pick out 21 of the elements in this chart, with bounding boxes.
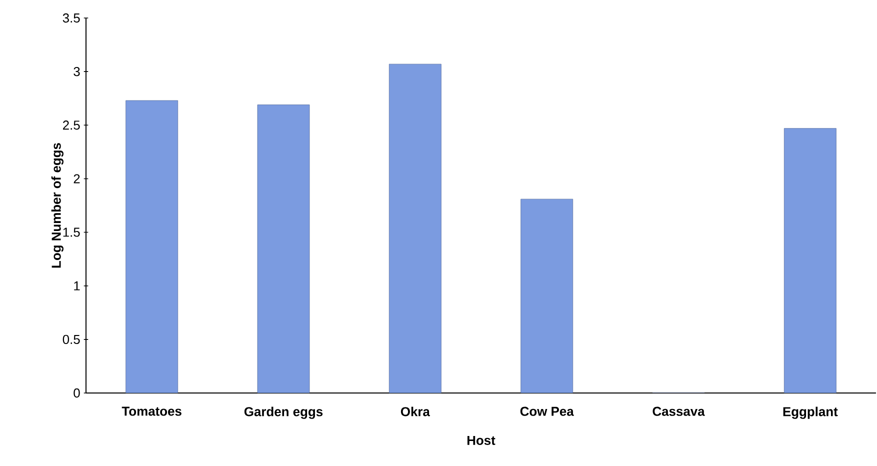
x-tick-label: Cassava (652, 406, 705, 416)
x-tick-label: Cow Pea (520, 406, 574, 416)
y-tick-label: 0.5 (62, 334, 80, 344)
y-tick-label: 3 (74, 66, 80, 76)
y-tick-label: 0 (74, 388, 80, 398)
y-axis-title: Log Number of eggs (51, 143, 64, 268)
x-tick-label: Okra (400, 406, 430, 416)
x-axis-title: Host (467, 436, 496, 445)
y-tick-label: 1.5 (63, 228, 80, 237)
bar (257, 104, 310, 393)
y-tick-label: 2.5 (63, 120, 80, 130)
bar (784, 128, 836, 393)
bar (388, 64, 442, 393)
x-tick-label: Eggplant (783, 406, 838, 419)
x-tick-label: Garden eggs (244, 406, 323, 419)
bar (520, 198, 574, 393)
bar (126, 100, 178, 393)
y-tick-label: 2 (74, 174, 80, 184)
x-tick-label: Tomatoes (122, 406, 182, 416)
y-tick-label: 3.5 (62, 13, 80, 23)
y-tick-label: 1 (74, 281, 80, 290)
